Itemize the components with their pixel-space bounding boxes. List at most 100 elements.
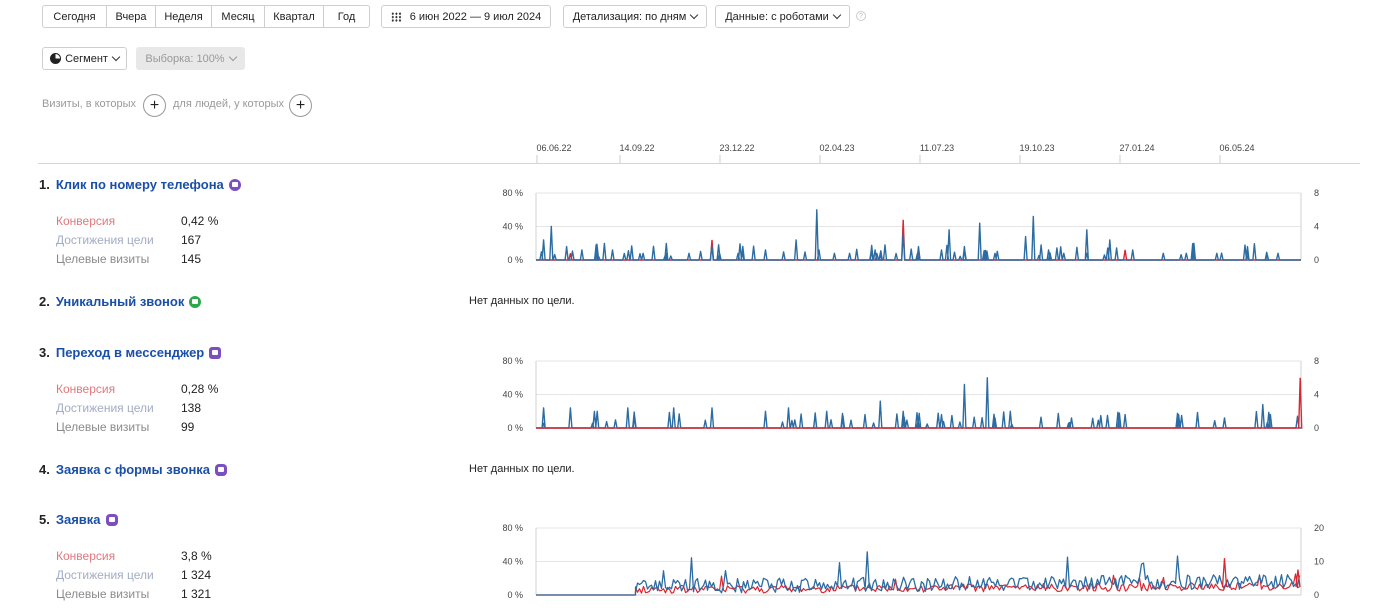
timeline-tick-label: 27.01.24	[1119, 143, 1154, 153]
achievements-label: Достижения цели	[56, 233, 154, 247]
goal-2-title: 2. Уникальный звонок	[39, 294, 202, 309]
period-year-button[interactable]: Год	[337, 10, 356, 23]
chart-left-tick-label: 40 %	[502, 557, 523, 567]
goal-link[interactable]: Уникальный звонок	[55, 294, 185, 309]
conversion-value: 0,42 %	[181, 214, 219, 228]
goal-5-title: 5. Заявка	[39, 512, 118, 527]
timeline-tick-label: 14.09.22	[619, 143, 654, 153]
chart-right-tick-label: 8	[1314, 356, 1319, 366]
segment-dropdown[interactable]: Сегмент	[42, 47, 127, 70]
calendar-icon	[390, 11, 402, 22]
period-selector: Сегодня Вчера Неделя Месяц Квартал Год	[42, 5, 370, 28]
achievements-label: Достижения цели	[56, 568, 154, 582]
chart-right-tick-label: 0	[1314, 423, 1319, 433]
chart-left-tick-label: 80 %	[502, 188, 523, 198]
goal-4-title: 4. Заявка с формы звонка	[39, 462, 228, 477]
no-data-message: Нет данных по цели.	[469, 295, 575, 307]
chart-right-tick-label: 8	[1314, 188, 1319, 198]
chart-right-tick-label: 0	[1314, 590, 1319, 600]
conversion-label: Конверсия	[56, 382, 116, 396]
pie-chart-icon	[50, 53, 62, 64]
chart-right-tick-label: 4	[1314, 222, 1319, 232]
achievements-value: 167	[181, 233, 202, 247]
goal-number: 4.	[39, 462, 50, 477]
chart-left-tick-label: 80 %	[502, 523, 523, 533]
achievements-value: 138	[181, 401, 202, 415]
series-peak	[1295, 569, 1301, 588]
conversion-label: Конверсия	[56, 549, 116, 563]
date-range-button[interactable]: 6 июн 2022 — 9 июл 2024	[381, 5, 551, 28]
sms-icon	[105, 513, 118, 526]
add-visit-condition-button[interactable]: +	[143, 94, 166, 117]
detail-dropdown[interactable]: Детализация: по дням	[563, 5, 707, 28]
viber-icon	[228, 178, 241, 191]
visits-value: 99	[181, 420, 195, 434]
chart-left-tick-label: 0 %	[507, 590, 523, 600]
help-icon[interactable]: ?	[856, 11, 866, 21]
conversion-value: 3,8 %	[181, 549, 212, 563]
goal-number: 2.	[39, 294, 50, 309]
data-filter-label: Данные: с роботами	[725, 10, 829, 23]
chart-left-tick-label: 0 %	[507, 255, 523, 265]
conversion-label: Конверсия	[56, 214, 116, 228]
timeline-tick-label: 06.06.22	[536, 143, 571, 153]
goal-1-title: 1. Клик по номеру телефона	[39, 177, 241, 192]
blue-series-line	[536, 377, 1301, 429]
visits-label: Целевые визиты	[56, 420, 150, 434]
period-month-button[interactable]: Месяц	[212, 6, 265, 27]
period-week-button[interactable]: Неделя	[156, 6, 212, 27]
timeline-tick-label: 19.10.23	[1019, 143, 1054, 153]
goal-link[interactable]: Заявка с формы звонка	[55, 462, 211, 477]
sample-dropdown[interactable]: Выборка: 100%	[136, 47, 245, 70]
chart-left-tick-label: 80 %	[502, 356, 523, 366]
data-filter-dropdown[interactable]: Данные: с роботами	[715, 5, 850, 28]
blue-series-line	[536, 209, 1301, 261]
divider	[38, 163, 1360, 164]
chart-right-tick-label: 4	[1314, 390, 1319, 400]
date-range-label: 6 июн 2022 — 9 июл 2024	[409, 10, 542, 23]
add-people-condition-button[interactable]: +	[289, 94, 312, 117]
goal-3-chart: 80 % 40 % 0 % 8 4 0	[502, 356, 1319, 433]
visits-label: Целевые визиты	[56, 587, 150, 601]
timeline-tick-label: 23.12.22	[719, 143, 754, 153]
chart-right-tick-label: 0	[1314, 255, 1319, 265]
visits-label: Целевые визиты	[56, 252, 150, 266]
achievements-label: Достижения цели	[56, 401, 154, 415]
goal-link[interactable]: Переход в мессенджер	[55, 345, 205, 360]
sample-label: Выборка: 100%	[145, 52, 225, 65]
chart-left-tick-label: 40 %	[502, 222, 523, 232]
achievements-value: 1 324	[181, 568, 212, 582]
sms-icon	[215, 463, 228, 476]
whatsapp-icon	[189, 295, 202, 308]
chart-left-tick-label: 40 %	[502, 390, 523, 400]
chart-right-tick-label: 20	[1314, 523, 1324, 533]
series-peak	[1221, 558, 1228, 588]
people-condition-label: для людей, у которых	[173, 98, 284, 110]
blue-series-line	[536, 555, 1301, 596]
timeline-axis: 06.06.22 14.09.22 23.12.22 02.04.23 11.07.23…	[536, 143, 1255, 163]
goal-link[interactable]: Заявка	[55, 512, 101, 527]
goal-link[interactable]: Клик по номеру телефона	[55, 177, 224, 192]
red-series-line	[536, 377, 1303, 429]
series-peak	[864, 551, 870, 588]
messenger-icon	[209, 346, 222, 359]
goal-3-title: 3. Переход в мессенджер	[39, 345, 222, 360]
goal-number: 1.	[39, 177, 50, 192]
period-yesterday-button[interactable]: Вчера	[107, 6, 156, 27]
period-today-button[interactable]: Сегодня	[43, 6, 107, 27]
goal-1-chart: 80 % 40 % 0 % 8 4 0	[502, 188, 1319, 265]
no-data-message: Нет данных по цели.	[469, 463, 575, 475]
visits-value: 1 321	[181, 587, 212, 601]
visits-value: 145	[181, 252, 202, 266]
timeline-tick-label: 02.04.23	[819, 143, 854, 153]
visits-condition-label: Визиты, в которых	[42, 98, 136, 110]
chart-left-tick-label: 0 %	[507, 423, 523, 433]
goal-number: 3.	[39, 345, 50, 360]
chart-right-tick-label: 10	[1314, 557, 1324, 567]
period-quarter-button[interactable]: Квартал	[265, 6, 324, 27]
segment-label: Сегмент	[65, 52, 108, 65]
goal-5-chart: 80 % 40 % 0 % 20 10 0	[502, 523, 1324, 600]
timeline-tick-label: 06.05.24	[1219, 143, 1254, 153]
timeline-tick-label: 11.07.23	[920, 143, 954, 153]
